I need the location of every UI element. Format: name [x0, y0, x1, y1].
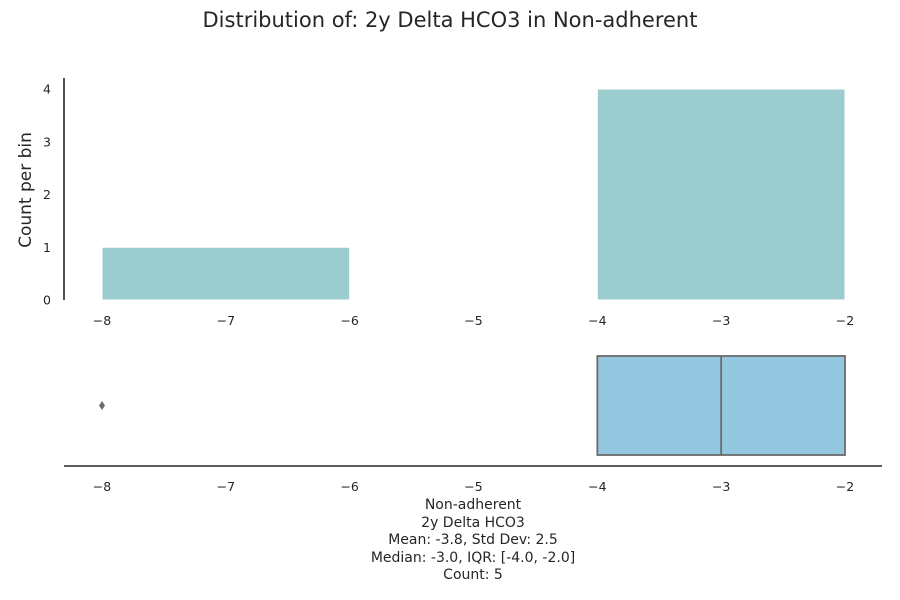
histogram-x-tick-label: −6	[340, 313, 358, 328]
histogram-bar-2	[596, 88, 846, 301]
boxplot-x-tick-label: −6	[340, 479, 358, 494]
boxplot-x-tick-label: −8	[93, 479, 111, 494]
histogram-x-tick-label: −7	[217, 313, 235, 328]
xlabel-line-variable: 2y Delta HCO3	[421, 514, 525, 531]
histogram-bar-0	[101, 246, 351, 301]
xlabel-line-group: Non-adherent	[424, 497, 522, 513]
histogram-y-tick-label: 2	[43, 187, 51, 202]
histogram-x-tick-label: −5	[464, 313, 482, 328]
boxplot-x-axis-label: Non-adherent 2y Delta HCO3 Mean: -3.8, S…	[0, 497, 900, 585]
xlabel-line-count: Count: 5	[443, 567, 503, 583]
boxplot-outlier-0	[99, 401, 105, 410]
histogram-y-tick-label: 3	[43, 134, 51, 149]
histogram-x-tick-label: −3	[712, 313, 730, 328]
histogram-x-tick-label: −4	[588, 313, 606, 328]
chart-title: Distribution of: 2y Delta HCO3 in Non-ad…	[202, 8, 698, 32]
histogram-y-tick-label: 4	[43, 82, 51, 97]
histogram-y-tick-label: 0	[43, 293, 51, 308]
histogram-y-tick-label: 1	[43, 240, 51, 255]
boxplot-x-tick-label: −5	[464, 479, 482, 494]
xlabel-line-median-iqr: Median: -3.0, IQR: [-4.0, -2.0]	[370, 549, 576, 566]
histogram-x-tick-label: −2	[836, 313, 854, 328]
histogram-x-tick-label: −8	[93, 313, 111, 328]
boxplot-x-tick-label: −7	[217, 479, 235, 494]
boxplot-x-tick-label: −3	[712, 479, 730, 494]
boxplot-x-tick-label: −2	[836, 479, 854, 494]
xlabel-line-mean-sd: Mean: -3.8, Std Dev: 2.5	[388, 532, 558, 548]
boxplot-plot: −8 −7 −6 −5 −4 −3 −2	[64, 355, 882, 494]
boxplot-x-tick-label: −4	[588, 479, 606, 494]
histogram-plot: 0 1 2 3 4 −8 −7 −6 −5 −4 −3 −2	[43, 78, 854, 328]
